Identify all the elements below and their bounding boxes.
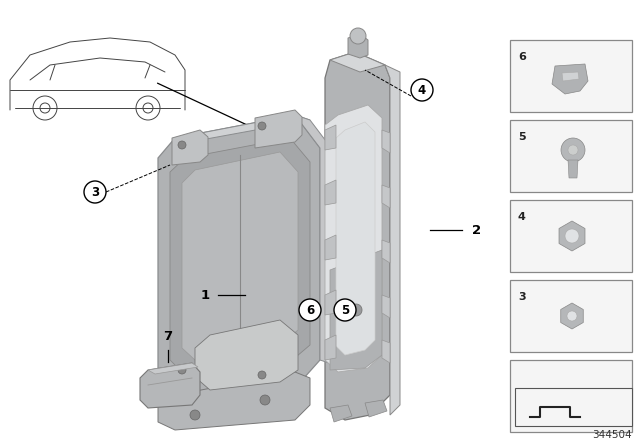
Polygon shape: [382, 130, 390, 153]
Text: 5: 5: [341, 303, 349, 316]
Text: 6: 6: [306, 303, 314, 316]
Polygon shape: [172, 130, 208, 165]
Polygon shape: [325, 235, 336, 260]
Polygon shape: [325, 52, 390, 420]
Polygon shape: [295, 115, 335, 365]
Polygon shape: [195, 320, 298, 390]
Polygon shape: [140, 363, 200, 408]
Polygon shape: [382, 240, 390, 263]
Polygon shape: [561, 303, 583, 329]
Circle shape: [561, 138, 585, 162]
Polygon shape: [325, 180, 336, 205]
Polygon shape: [382, 295, 390, 318]
Circle shape: [178, 141, 186, 149]
Polygon shape: [175, 115, 310, 142]
Polygon shape: [325, 105, 382, 372]
Text: 344504: 344504: [593, 430, 632, 440]
Polygon shape: [148, 363, 198, 374]
Polygon shape: [559, 221, 585, 251]
Circle shape: [84, 181, 106, 203]
Bar: [515, 388, 632, 426]
Polygon shape: [348, 34, 368, 58]
Polygon shape: [365, 400, 387, 417]
Circle shape: [178, 366, 186, 374]
Polygon shape: [330, 250, 382, 370]
Text: 2: 2: [472, 224, 481, 237]
Text: 3: 3: [91, 185, 99, 198]
Polygon shape: [562, 72, 579, 81]
Circle shape: [260, 395, 270, 405]
Polygon shape: [325, 290, 336, 315]
Circle shape: [334, 299, 356, 321]
Polygon shape: [336, 122, 375, 355]
Polygon shape: [158, 372, 310, 430]
Polygon shape: [255, 110, 302, 148]
Circle shape: [258, 122, 266, 130]
Polygon shape: [325, 125, 336, 150]
Polygon shape: [158, 115, 320, 400]
Text: 6: 6: [518, 52, 526, 62]
Polygon shape: [330, 52, 385, 72]
Polygon shape: [325, 335, 336, 360]
Polygon shape: [382, 340, 390, 363]
Text: 4: 4: [418, 83, 426, 96]
Bar: [510, 360, 632, 432]
Bar: [510, 200, 632, 272]
Text: 4: 4: [518, 212, 526, 222]
Polygon shape: [552, 64, 588, 94]
Text: 3: 3: [518, 292, 525, 302]
Circle shape: [299, 299, 321, 321]
Circle shape: [350, 28, 366, 44]
Circle shape: [565, 229, 579, 243]
Text: 7: 7: [163, 330, 173, 343]
Polygon shape: [385, 65, 400, 415]
Bar: [510, 120, 632, 192]
Circle shape: [190, 410, 200, 420]
Polygon shape: [568, 160, 578, 178]
Bar: [510, 40, 632, 112]
Polygon shape: [330, 405, 352, 422]
Polygon shape: [170, 138, 310, 375]
Polygon shape: [382, 185, 390, 208]
Circle shape: [568, 145, 578, 155]
Bar: [510, 280, 632, 352]
Text: 5: 5: [518, 132, 525, 142]
Polygon shape: [182, 152, 298, 360]
Text: 1: 1: [201, 289, 210, 302]
Circle shape: [258, 371, 266, 379]
Circle shape: [350, 304, 362, 316]
Circle shape: [411, 79, 433, 101]
Circle shape: [567, 311, 577, 321]
